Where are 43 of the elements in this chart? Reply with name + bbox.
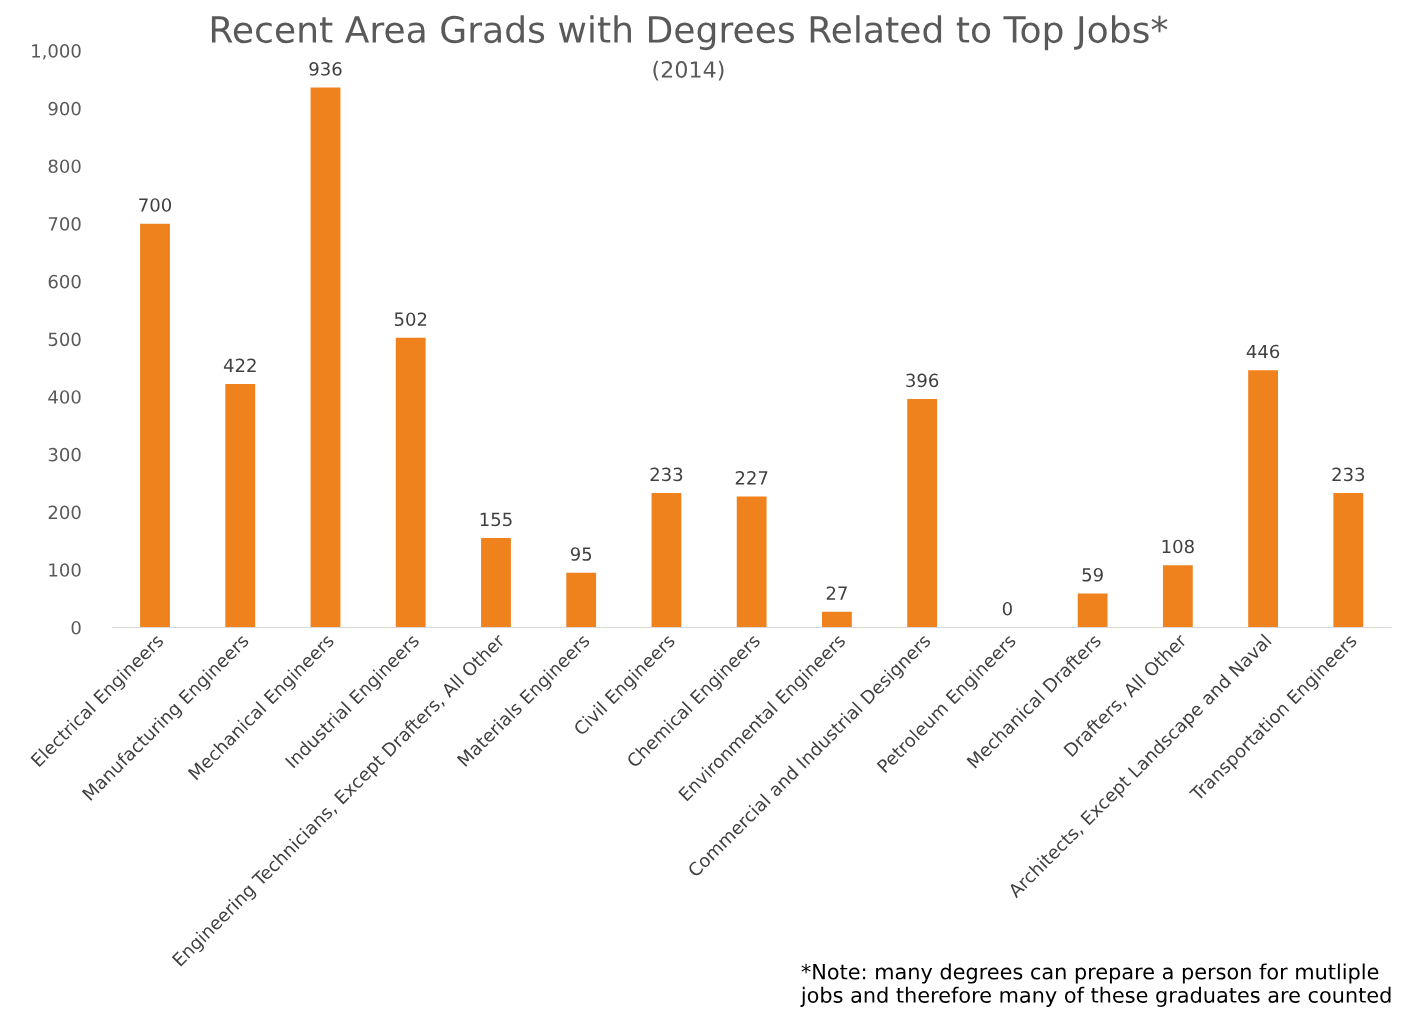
data-label: 155 (480, 512, 512, 527)
bar (1077, 593, 1108, 628)
bar (736, 496, 767, 628)
y-tick-label: 700 (48, 217, 81, 231)
data-label: 422 (223, 358, 256, 372)
bar (225, 384, 256, 628)
chart-subtitle: (2014) (653, 60, 724, 81)
data-label: 396 (906, 373, 939, 388)
bar (1248, 370, 1279, 628)
y-tick-label: 600 (48, 274, 81, 289)
y-tick-label: 0 (71, 620, 81, 635)
y-tick-label: 100 (49, 563, 81, 577)
data-label: 700 (139, 198, 172, 212)
y-tick-label: 400 (48, 390, 81, 404)
data-label: 27 (826, 586, 847, 600)
bar (907, 399, 938, 628)
data-label: 95 (570, 547, 592, 561)
bar (481, 538, 511, 628)
y-tick-label: 200 (48, 505, 81, 520)
y-tick-label: 800 (48, 159, 81, 174)
y-tick-label: 300 (48, 447, 81, 462)
y-tick-label: 900 (48, 101, 81, 116)
data-label: 446 (1246, 344, 1280, 359)
bar (822, 611, 852, 628)
bar (310, 87, 341, 628)
data-label: 233 (650, 467, 683, 482)
bar (395, 337, 426, 628)
bar (1162, 565, 1193, 628)
bar (1333, 493, 1364, 628)
chart-title: Recent Area Grads with Degrees Related to Top Jobs* (211, 15, 1168, 51)
bar (140, 223, 170, 628)
bar (651, 493, 682, 628)
y-tick-label: 500 (48, 332, 81, 347)
text: *Note: many degrees can prepare a person for mutliple jobs and therefore many of these graduates are counted (800, 963, 1391, 1007)
data-label: 936 (309, 62, 342, 76)
data-label: 233 (1332, 467, 1365, 482)
data-label: 0 (1002, 601, 1012, 616)
data-label: 227 (735, 471, 768, 485)
data-label: 502 (394, 312, 427, 327)
data-label: 108 (1162, 539, 1194, 554)
data-label: 59 (1082, 567, 1103, 582)
bar (566, 572, 597, 628)
y-tick-label: 1,000 (32, 44, 81, 60)
